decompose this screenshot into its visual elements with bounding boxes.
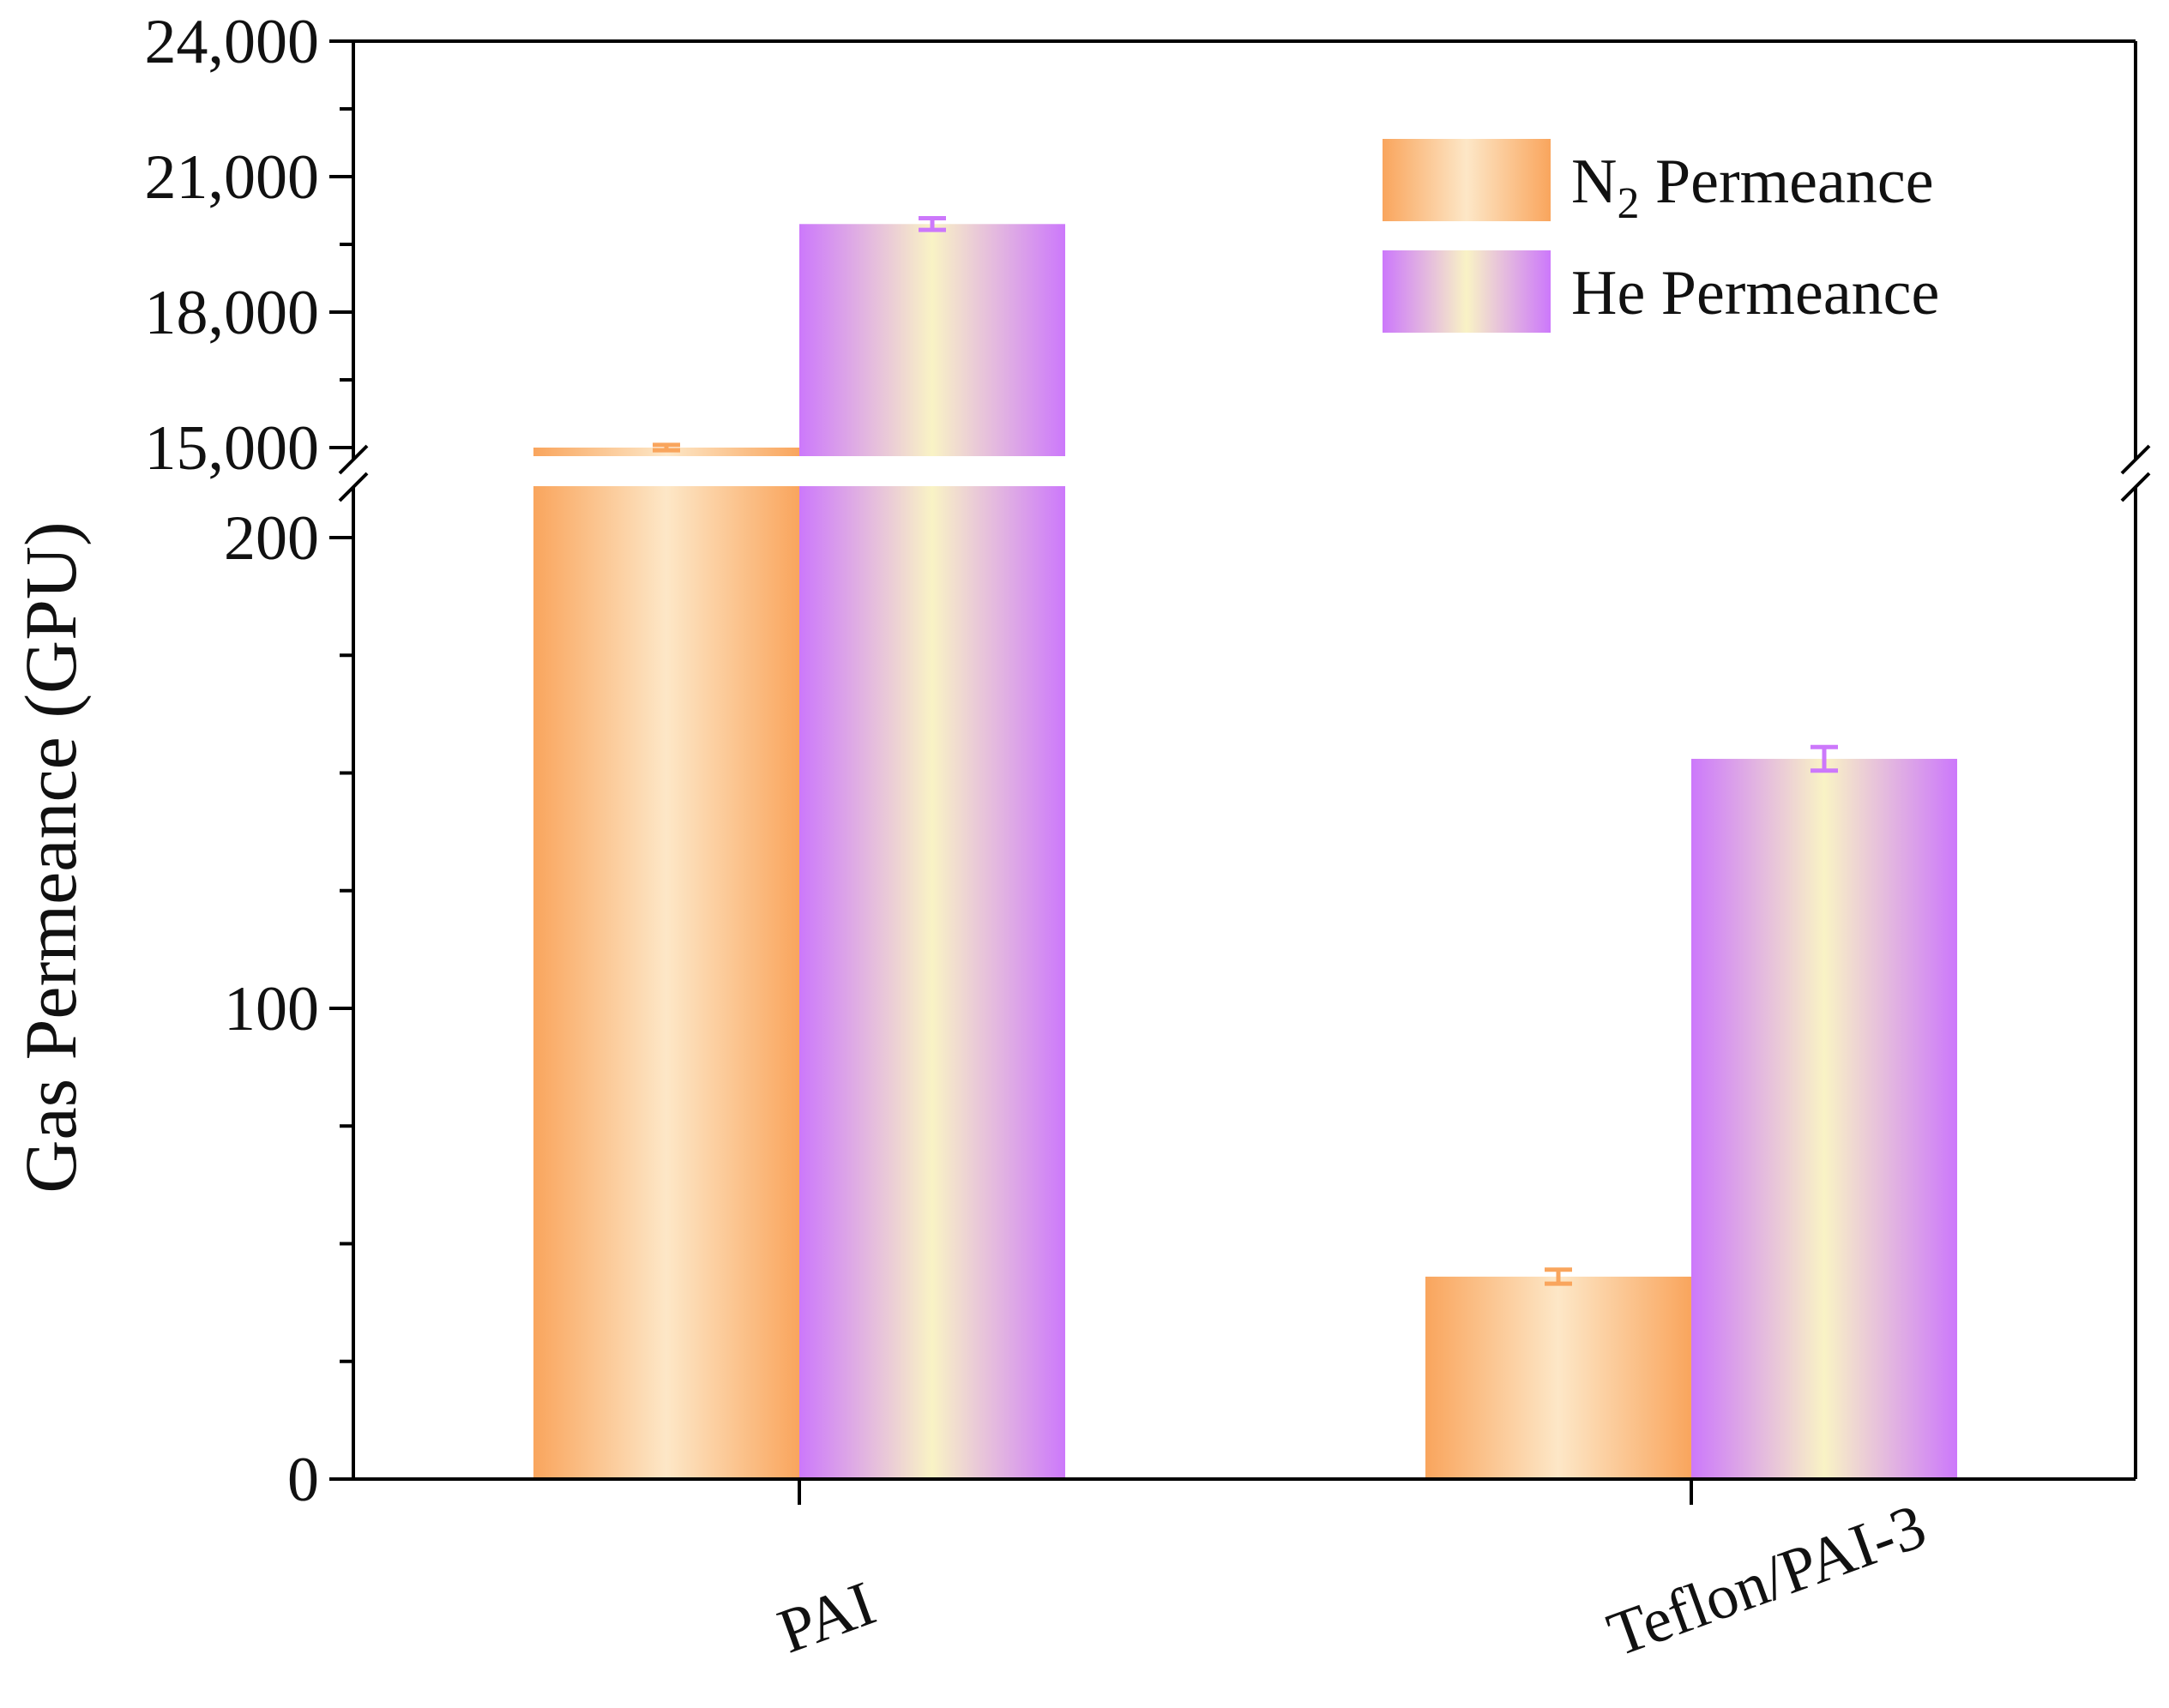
axis-break-left-upper xyxy=(338,444,369,475)
bars-layer xyxy=(533,224,1957,1479)
error-bar-n2-permeance-pai xyxy=(653,442,680,453)
legend-label-n2-main: N xyxy=(1571,147,1617,217)
error-bars-layer xyxy=(653,215,1838,1286)
axis-break-marks xyxy=(338,444,2151,502)
error-bar-n2-permeance-teflon-pai-3 xyxy=(1545,1267,1572,1286)
bar-he-permeance-pai-lower xyxy=(799,486,1065,1479)
bar-n2-permeance-pai-lower xyxy=(533,486,799,1479)
x-tick-label-pai: PAI xyxy=(769,1568,884,1668)
legend-label-he: He Permeance xyxy=(1571,258,1939,328)
y-tick-label-lower-200: 200 xyxy=(224,503,319,574)
x-axis: PAI Teflon/PAI-3 xyxy=(769,1479,1935,1670)
bar-he-permeance-pai-upper xyxy=(799,224,1065,456)
legend-swatch-n2 xyxy=(1383,139,1551,221)
y-tick-label-upper-21000: 21,000 xyxy=(145,142,320,213)
y-tick-label-upper-15000: 15,000 xyxy=(145,413,320,484)
x-tick-label-teflon-pai-3: Teflon/PAI-3 xyxy=(1599,1491,1934,1670)
axis-break-right-lower xyxy=(2120,472,2151,502)
axis-break-right-upper xyxy=(2120,444,2151,475)
y-tick-label-lower-0: 0 xyxy=(287,1445,319,1515)
legend: N2 Permeance He Permeance xyxy=(1383,139,1939,333)
y-ticks-layer: 0 100 200 15,000 18,000 21,000 24,000 xyxy=(145,7,353,1515)
error-bar-he-permeance-teflon-pai-3 xyxy=(1811,744,1838,773)
plot-frame xyxy=(352,39,2137,1481)
error-bar-he-permeance-pai xyxy=(919,215,946,232)
legend-swatch-he xyxy=(1383,250,1551,333)
y-tick-label-upper-18000: 18,000 xyxy=(145,278,320,348)
legend-label-n2-rest: Permeance xyxy=(1639,147,1933,217)
y-axis-title: Gas Permeance (GPU) xyxy=(9,521,92,1193)
bar-n2-permeance-teflon-pai-3 xyxy=(1425,1276,1691,1479)
y-tick-label-lower-100: 100 xyxy=(224,974,319,1044)
legend-label-n2: N2 Permeance xyxy=(1571,147,1934,228)
bar-he-permeance-teflon-pai-3 xyxy=(1691,759,1957,1479)
y-tick-label-upper-24000: 24,000 xyxy=(145,7,320,77)
axis-break-left-lower xyxy=(338,472,369,502)
legend-label-n2-sub: 2 xyxy=(1617,179,1639,228)
